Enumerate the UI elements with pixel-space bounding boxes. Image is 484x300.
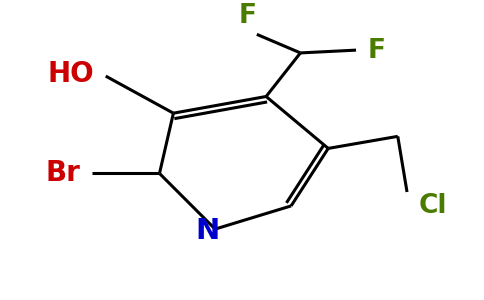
Text: F: F <box>368 38 386 64</box>
Text: HO: HO <box>47 60 93 88</box>
Text: Cl: Cl <box>418 193 447 219</box>
Text: N: N <box>196 217 220 245</box>
Text: Br: Br <box>46 159 81 188</box>
Text: F: F <box>239 3 257 29</box>
